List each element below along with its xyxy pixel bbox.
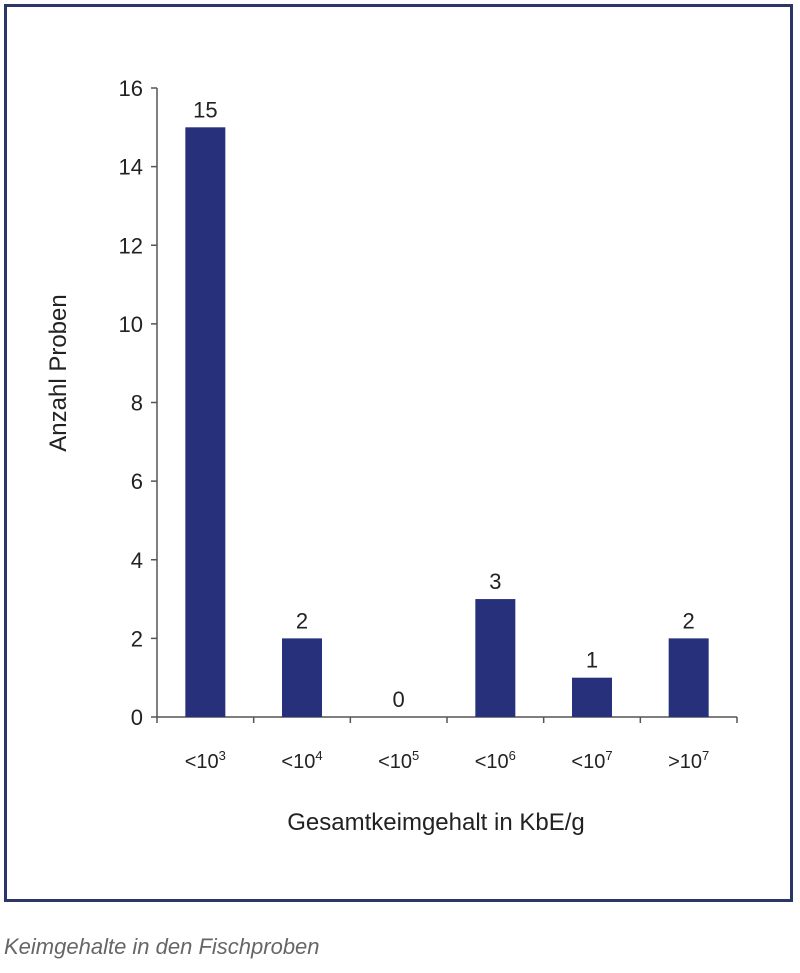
- y-tick-label: 4: [131, 548, 143, 573]
- x-tick-label: <104: [281, 748, 322, 773]
- bar: [282, 638, 322, 717]
- bar-value-label: 1: [586, 648, 598, 673]
- x-tick-label: <103: [185, 748, 226, 773]
- data-labels: 15 2 0 3 1 2: [193, 97, 695, 712]
- x-axis: [156, 716, 738, 723]
- y-tick-label: 6: [131, 469, 143, 494]
- x-tick-label: <107: [571, 748, 612, 773]
- y-tick-label: 8: [131, 391, 143, 416]
- y-tick-label: 12: [119, 233, 143, 258]
- bar-value-label: 2: [296, 608, 308, 633]
- y-axis: 0 2 4 6 8 10 12 14 16: [119, 76, 158, 730]
- bar: [475, 599, 516, 717]
- category-labels: <103 <104 <105 <106 <107 >107: [185, 748, 710, 773]
- y-tick-label: 2: [131, 626, 143, 651]
- x-tick-label: <106: [475, 748, 516, 773]
- bar-value-label: 3: [489, 569, 501, 594]
- y-tick-label: 16: [119, 76, 143, 101]
- bars: [185, 127, 709, 717]
- y-tick-label: 10: [119, 312, 143, 337]
- x-tick-label: <105: [378, 748, 419, 773]
- bar-value-label: 0: [393, 687, 405, 712]
- x-tick-label: >107: [668, 748, 709, 773]
- bar-value-label: 15: [193, 97, 217, 122]
- y-axis-title: Anzahl Proben: [45, 294, 72, 451]
- bar-value-label: 2: [683, 608, 695, 633]
- y-tick-label: 0: [131, 705, 143, 730]
- y-tick-label: 14: [119, 155, 143, 180]
- bar: [185, 127, 226, 717]
- chart-frame: [4, 4, 793, 902]
- figure-caption: Keimgehalte in den Fischproben: [4, 934, 320, 959]
- bar: [668, 638, 709, 717]
- x-axis-title: Gesamtkeimgehalt in KbE/g: [287, 809, 584, 836]
- bar: [572, 677, 612, 717]
